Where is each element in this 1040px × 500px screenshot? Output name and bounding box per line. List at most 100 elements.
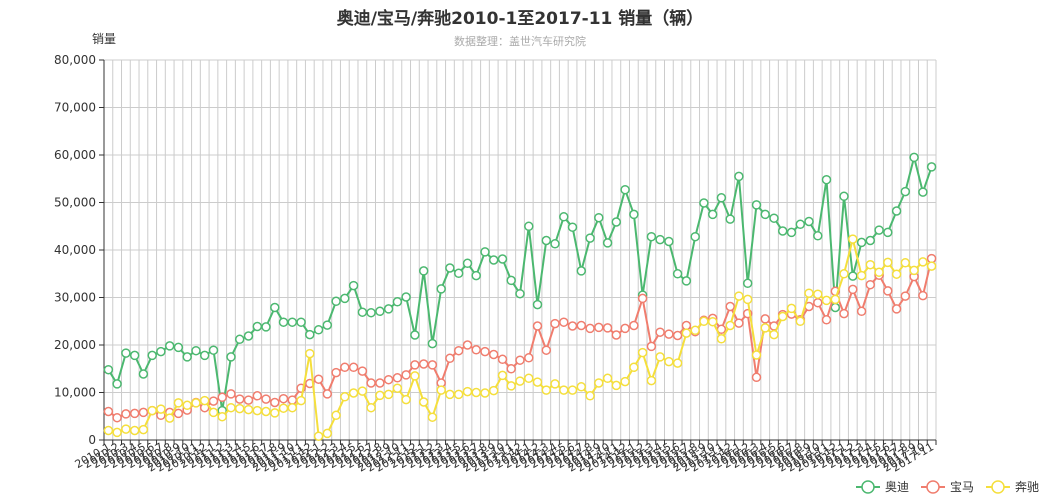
data-point[interactable] xyxy=(445,389,455,400)
data-point[interactable] xyxy=(375,378,385,388)
data-point[interactable] xyxy=(690,325,700,336)
data-point[interactable] xyxy=(191,398,201,408)
data-point[interactable] xyxy=(611,330,622,340)
data-point[interactable] xyxy=(821,295,832,306)
data-point[interactable] xyxy=(313,374,324,384)
data-point[interactable] xyxy=(839,269,849,279)
data-point[interactable] xyxy=(383,389,394,400)
data-point[interactable] xyxy=(348,362,359,373)
data-point[interactable] xyxy=(804,216,814,227)
data-point[interactable] xyxy=(182,352,192,362)
data-point[interactable] xyxy=(567,222,578,232)
data-point[interactable] xyxy=(208,396,219,406)
data-point[interactable] xyxy=(287,402,298,413)
data-point[interactable] xyxy=(296,395,306,406)
data-point[interactable] xyxy=(497,370,508,381)
data-point[interactable] xyxy=(559,317,569,327)
data-point[interactable] xyxy=(471,387,481,398)
data-point[interactable] xyxy=(453,345,464,356)
data-point[interactable] xyxy=(585,233,595,243)
data-point[interactable] xyxy=(918,187,928,197)
data-point[interactable] xyxy=(813,231,823,241)
legend-item[interactable]: 奥迪 xyxy=(856,480,909,494)
data-point[interactable] xyxy=(751,372,762,383)
data-point[interactable] xyxy=(611,380,622,391)
data-point[interactable] xyxy=(252,321,263,332)
data-point[interactable] xyxy=(103,406,114,417)
data-point[interactable] xyxy=(270,302,280,313)
data-point[interactable] xyxy=(418,397,429,407)
data-point[interactable] xyxy=(874,267,884,278)
data-point[interactable] xyxy=(926,261,937,271)
data-point[interactable] xyxy=(690,231,700,242)
data-point[interactable] xyxy=(348,388,359,398)
data-point[interactable] xyxy=(848,234,858,244)
data-point[interactable] xyxy=(830,302,841,313)
data-point[interactable] xyxy=(532,299,543,310)
data-point[interactable] xyxy=(865,279,876,290)
data-point[interactable] xyxy=(585,391,595,401)
data-point[interactable] xyxy=(550,379,560,389)
data-point[interactable] xyxy=(480,346,490,357)
data-point[interactable] xyxy=(515,288,525,299)
data-point[interactable] xyxy=(331,296,341,307)
data-point[interactable] xyxy=(883,286,893,296)
data-point[interactable] xyxy=(112,379,122,389)
data-point[interactable] xyxy=(699,316,709,327)
data-point[interactable] xyxy=(121,424,131,434)
data-point[interactable] xyxy=(287,317,298,327)
data-point[interactable] xyxy=(760,323,770,333)
data-point[interactable] xyxy=(629,362,639,373)
data-point[interactable] xyxy=(383,304,394,314)
data-point[interactable] xyxy=(129,425,140,436)
data-point[interactable] xyxy=(348,280,359,291)
data-point[interactable] xyxy=(252,391,263,401)
data-point[interactable] xyxy=(427,412,438,422)
data-point[interactable] xyxy=(646,375,657,386)
data-point[interactable] xyxy=(524,221,534,232)
data-point[interactable] xyxy=(576,320,587,331)
data-point[interactable] xyxy=(270,408,280,418)
data-point[interactable] xyxy=(515,355,525,365)
data-point[interactable] xyxy=(488,385,499,396)
data-point[interactable] xyxy=(848,271,858,281)
data-point[interactable] xyxy=(322,320,333,330)
data-point[interactable] xyxy=(637,347,648,358)
data-point[interactable] xyxy=(532,321,543,331)
data-point[interactable] xyxy=(602,373,613,384)
data-point[interactable] xyxy=(664,329,674,339)
data-point[interactable] xyxy=(471,270,481,281)
data-point[interactable] xyxy=(138,407,149,418)
data-point[interactable] xyxy=(375,390,385,401)
data-point[interactable] xyxy=(751,350,762,360)
data-point[interactable] xyxy=(357,366,368,376)
data-point[interactable] xyxy=(900,291,911,301)
data-point[interactable] xyxy=(278,317,289,327)
data-point[interactable] xyxy=(734,318,744,328)
data-point[interactable] xyxy=(445,353,455,364)
data-point[interactable] xyxy=(506,275,516,286)
data-point[interactable] xyxy=(725,214,735,224)
data-point[interactable] xyxy=(497,354,508,365)
data-point[interactable] xyxy=(681,320,692,331)
data-point[interactable] xyxy=(672,330,683,341)
data-point[interactable] xyxy=(655,352,665,362)
data-point[interactable] xyxy=(699,198,709,208)
data-point[interactable] xyxy=(462,258,473,269)
data-point[interactable] xyxy=(401,370,411,380)
data-point[interactable] xyxy=(488,349,499,360)
data-point[interactable] xyxy=(357,307,368,317)
data-point[interactable] xyxy=(524,373,534,384)
data-point[interactable] xyxy=(891,206,902,216)
data-point[interactable] xyxy=(576,266,587,276)
data-point[interactable] xyxy=(813,289,823,299)
data-point[interactable] xyxy=(410,330,420,340)
data-point[interactable] xyxy=(156,346,166,357)
data-point[interactable] xyxy=(751,200,762,210)
data-point[interactable] xyxy=(611,217,622,227)
data-point[interactable] xyxy=(234,394,245,404)
data-point[interactable] xyxy=(550,239,560,249)
data-point[interactable] xyxy=(506,381,516,391)
data-point[interactable] xyxy=(734,291,744,301)
data-point[interactable] xyxy=(856,306,867,317)
